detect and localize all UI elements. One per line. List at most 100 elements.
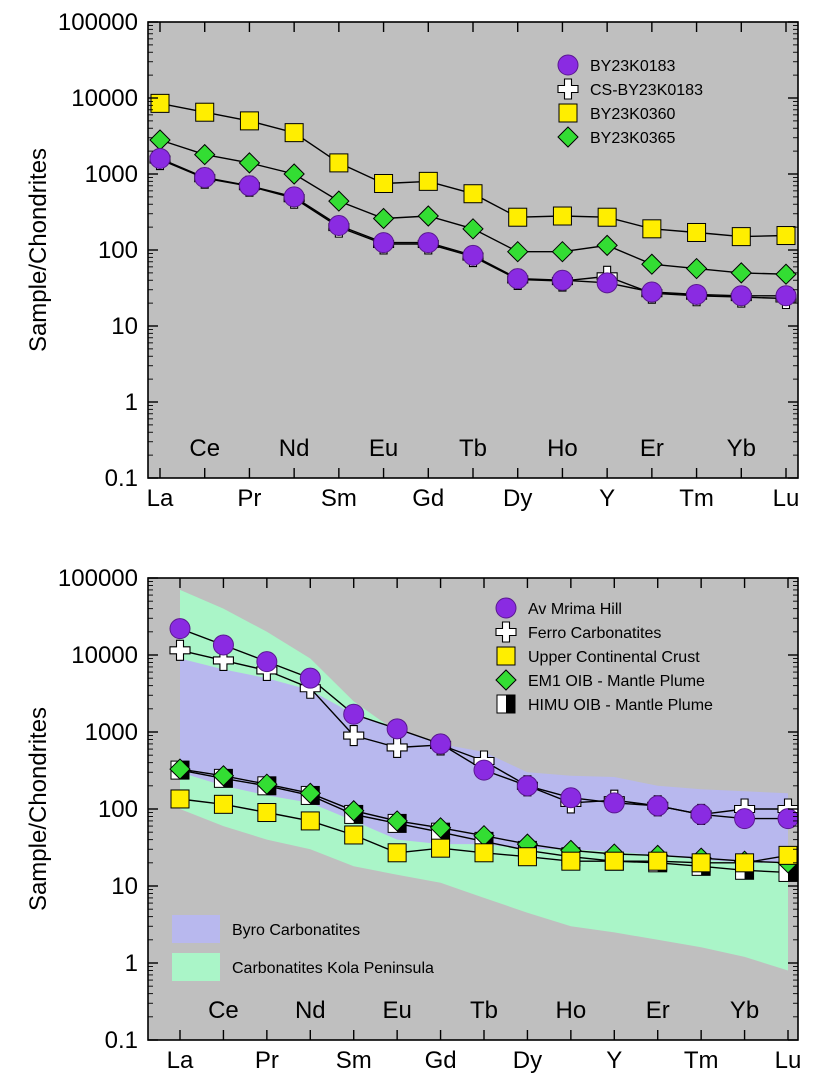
plot-inner (149, 93, 797, 310)
x-tick-label-Gd: Gd (425, 1047, 457, 1074)
point-by23k0360-Eu (374, 173, 394, 193)
point-upper-continental-crust-Yb (735, 853, 755, 873)
point-by23k0360-Y (597, 207, 617, 227)
legend-marker-cs-by23k0183 (557, 78, 579, 100)
point-by23k0360-Dy (508, 207, 528, 227)
x-tick-label-La: La (167, 1047, 194, 1074)
y-tick-label: 100 (98, 796, 138, 823)
x-tick-label-Dy: Dy (513, 1047, 542, 1074)
legend-marker-av-mrima-hill (495, 597, 517, 619)
x-tick-label-Pr: Pr (237, 485, 261, 512)
point-av-mrima-hill-Gd (430, 733, 452, 755)
x-tick-label-Dy: Dy (503, 485, 532, 512)
y-tick-label: 10 (111, 313, 138, 340)
point-by23k0183-Ho (551, 269, 573, 291)
legend-marker-himu-oib-mantle-plume-outline (496, 694, 516, 714)
point-av-mrima-hill-Pr (256, 651, 278, 673)
point-by23k0360-Nd (284, 123, 304, 143)
point-by23k0360-Yb (731, 227, 751, 247)
legend-marker-himu-oib-mantle-plume-dark (506, 695, 515, 713)
x-tick-label-Lu: Lu (775, 1047, 802, 1074)
legend-marker-by23k0183 (557, 54, 579, 76)
point-himu-oib-mantle-plume-Lu-dark (788, 863, 797, 882)
y-tick-label: 10 (111, 873, 138, 900)
legend-label-cs-by23k0183: CS-BY23K0183 (590, 82, 703, 99)
point-upper-continental-crust-Lu (778, 845, 798, 865)
point-by23k0360-Tm (687, 222, 707, 242)
point-by23k0183-Tb (462, 244, 484, 266)
point-em1-oib-mantle-plume-Ce (212, 765, 235, 787)
x-inner-label-Ce: Ce (189, 435, 220, 462)
point-av-mrima-hill-Y (603, 792, 625, 814)
legend-marker-himu-oib-mantle-plume-light (497, 695, 506, 713)
point-by23k0183-Er (641, 281, 663, 303)
point-av-mrima-hill-Tb (473, 759, 495, 781)
point-upper-continental-crust-Nd (300, 811, 320, 831)
y-tick-label: 10000 (71, 642, 138, 669)
legend-label-himu-oib-mantle-plume: HIMU OIB - Mantle Plume (528, 697, 713, 714)
x-inner-label-Tb: Tb (459, 435, 487, 462)
y-tick-label: 1000 (85, 161, 138, 188)
point-by23k0360-Er (642, 219, 662, 239)
point-by23k0183-Gd (417, 232, 439, 254)
point-av-mrima-hill-Er (647, 795, 669, 817)
x-tick-label-Sm: Sm (321, 485, 357, 512)
point-av-mrima-hill-La (169, 618, 191, 640)
legend-marker-upper-continental-crust (496, 646, 516, 666)
point-by23k0365-Tb (462, 218, 484, 240)
point-by23k0365-Nd (283, 163, 305, 185)
legend-label-em1-oib-mantle-plume: EM1 OIB - Mantle Plume (528, 673, 705, 690)
y-tick-label: 1000 (85, 719, 138, 746)
y-tick-label: 10000 (71, 85, 138, 112)
legend-band-label-byro-carbonatites: Byro Carbonatites (232, 922, 360, 939)
point-ferro-carbonatites-Eu (386, 736, 408, 759)
point-em1-oib-mantle-plume-Gd (429, 817, 452, 839)
point-av-mrima-hill-Yb (734, 808, 756, 830)
point-by23k0365-Eu (372, 207, 395, 230)
point-by23k0365-Gd (417, 205, 439, 227)
point-av-mrima-hill-Lu (777, 808, 798, 830)
x-tick-label-Tm: Tm (679, 485, 714, 512)
point-by23k0360-Sm (329, 153, 349, 173)
legend-label-upper-continental-crust: Upper Continental Crust (528, 649, 700, 666)
point-av-mrima-hill-Sm (343, 703, 365, 725)
point-upper-continental-crust-Tm (691, 853, 711, 873)
point-by23k0360-Lu (776, 226, 796, 246)
point-by23k0360-La (150, 93, 170, 113)
legend-marker-himu-oib-mantle-plume (496, 694, 516, 714)
x-tick-label-Tm: Tm (684, 1047, 719, 1074)
legend-marker-ferro-carbonatites (495, 621, 517, 643)
legend-label-ferro-carbonatites: Ferro Carbonatites (528, 625, 661, 642)
point-upper-continental-crust-Dy (517, 847, 537, 867)
chart-2: 0.1 1 10 100 1000 10000 100000 La Ce Pr Nd Sm Eu Gd Tb… (25, 565, 801, 1074)
point-by23k0360-Pr (239, 111, 259, 131)
x-inner-label-Nd: Nd (279, 435, 310, 462)
point-by23k0365-Dy (507, 240, 529, 263)
x-inner-label-Ce: Ce (208, 997, 239, 1024)
x-inner-label-Er: Er (640, 435, 664, 462)
x-tick-label-Y: Y (599, 485, 615, 512)
legend-label-by23k0183: BY23K0183 (590, 58, 676, 75)
point-ferro-carbonatites-Ce (212, 649, 234, 671)
point-by23k0365-Y (596, 234, 618, 257)
y-tick-label: 0.1 (105, 1027, 138, 1054)
point-upper-continental-crust-Gd (431, 838, 451, 858)
x-inner-label-Eu: Eu (369, 435, 398, 462)
x-inner-label-Yb: Yb (727, 435, 756, 462)
legend-marker-by23k0360 (558, 103, 578, 123)
legend-swatch-carbonatites-kola-peninsula (172, 953, 220, 981)
point-by23k0183-Yb (730, 285, 752, 307)
x-inner-label-Yb: Yb (730, 997, 759, 1024)
x-tick-label-Pr: Pr (255, 1047, 279, 1074)
x-tick-label-Sm: Sm (336, 1047, 372, 1074)
x-inner-label-Er: Er (646, 997, 670, 1024)
legend-label-av-mrima-hill: Av Mrima Hill (528, 601, 622, 618)
point-by23k0183-Pr (238, 175, 260, 197)
point-em1-oib-mantle-plume-Pr (256, 773, 278, 795)
point-av-mrima-hill-Tm (690, 803, 712, 825)
point-upper-continental-crust-Pr (257, 803, 277, 823)
point-upper-continental-crust-Sm (344, 825, 364, 845)
point-himu-oib-mantle-plume-Lu-light (779, 863, 788, 882)
x-tick-label-Y: Y (606, 1047, 622, 1074)
